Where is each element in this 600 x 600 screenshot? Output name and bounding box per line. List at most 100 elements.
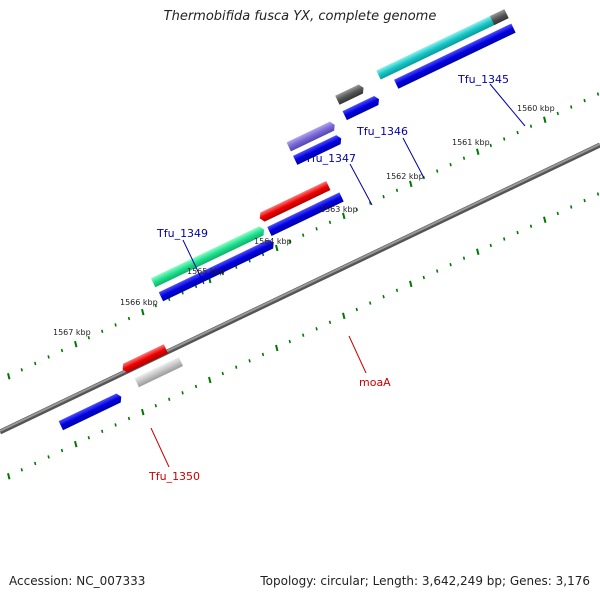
- forward-tick: [114, 323, 117, 327]
- gene-partial-gray: [489, 9, 509, 26]
- reverse-tick: [20, 468, 23, 472]
- forward-tick: [20, 368, 23, 372]
- forward-tick: [382, 194, 385, 199]
- cds-tfu-1347[interactable]: [293, 134, 343, 165]
- reverse-tick: [369, 301, 372, 305]
- reverse-tick: [114, 423, 117, 427]
- genome-backbone-highlight: [0, 143, 600, 432]
- ruler-label-1566: 1566 kbp: [120, 298, 158, 307]
- reverse-tick: [355, 307, 358, 312]
- cds-tfu-1350[interactable]: [134, 356, 184, 388]
- forward-tick: [275, 244, 279, 252]
- reverse-tick: [141, 408, 145, 416]
- reverse-tick: [529, 224, 533, 228]
- gene-tfu-1349[interactable]: [150, 225, 266, 288]
- forward-tick: [141, 308, 145, 316]
- cds-left[interactable]: [58, 392, 124, 431]
- forward-tick: [476, 148, 480, 156]
- gene-moaA[interactable]: [258, 181, 331, 223]
- reverse-tick: [395, 288, 399, 293]
- reverse-tick: [288, 339, 291, 344]
- reverse-tick: [168, 397, 171, 402]
- forward-tick: [74, 340, 78, 348]
- reverse-tick: [583, 198, 586, 203]
- reverse-tick: [101, 429, 104, 434]
- map-title: Thermobifida fusca YX, complete genome: [163, 9, 437, 24]
- forward-tick: [355, 207, 358, 212]
- label-moaA: moaA: [359, 376, 391, 389]
- label-tfu-1345: Tfu_1345: [457, 73, 509, 86]
- reverse-tick: [248, 359, 251, 363]
- forward-tick: [516, 130, 519, 135]
- forward-tick: [302, 233, 305, 237]
- forward-tick: [462, 156, 466, 160]
- reverse-tick-row: [7, 192, 600, 480]
- forward-tick: [60, 348, 64, 353]
- ruler-label-1563: 1563 kbp: [320, 205, 358, 214]
- reverse-tick: [275, 344, 279, 352]
- label-tfu-1349: Tfu_1349: [156, 227, 208, 240]
- forward-tick: [543, 116, 547, 124]
- cds-moaA[interactable]: [267, 192, 344, 237]
- label-tfu-1346: Tfu_1346: [356, 125, 408, 138]
- gene-tfu-1350[interactable]: [120, 344, 169, 374]
- label-leaders: [150, 83, 526, 468]
- forward-tick: [556, 111, 559, 116]
- reverse-tick: [342, 312, 346, 320]
- forward-tick: [529, 124, 533, 128]
- cds-tfu-1349[interactable]: [158, 238, 276, 302]
- ruler-label-1564: 1564 kbp: [254, 237, 292, 246]
- forward-tick: [154, 303, 157, 308]
- reverse-tick: [7, 472, 11, 480]
- reverse-tick: [34, 461, 37, 466]
- label-tfu-1350: Tfu_1350: [148, 470, 200, 483]
- ruler-label-1560: 1560 kbp: [517, 104, 555, 113]
- forward-tick: [583, 98, 586, 103]
- reverse-tick: [570, 205, 573, 209]
- forward-tick: [127, 316, 131, 321]
- reverse-tick: [235, 365, 238, 369]
- forward-tick: [7, 372, 11, 380]
- ruler-label-1561: 1561 kbp: [452, 138, 490, 147]
- reverse-tick: [261, 352, 265, 357]
- reverse-tick: [315, 327, 318, 331]
- reverse-tick: [436, 269, 439, 273]
- reverse-tick: [87, 435, 90, 440]
- ruler-label-1565: 1565 kbp: [187, 267, 225, 276]
- genome-summary-text: Topology: circular; Length: 3,642,249 bp…: [260, 574, 590, 588]
- reverse-tick: [181, 391, 184, 395]
- leader-tfu-1350: [150, 427, 170, 468]
- leader-tfu-1347: [349, 163, 373, 206]
- forward-tick: [101, 329, 104, 334]
- reverse-tick: [154, 403, 157, 408]
- forward-tick: [288, 239, 291, 244]
- reverse-tick: [422, 275, 425, 280]
- accession-text: Accession: NC_007333: [9, 574, 146, 588]
- cds-tfu-1345[interactable]: [394, 23, 516, 89]
- reverse-tick: [302, 333, 305, 337]
- cds-tfu-1346[interactable]: [342, 95, 382, 121]
- forward-tick: [449, 162, 452, 167]
- reverse-tick: [543, 216, 547, 224]
- forward-tick: [596, 92, 600, 96]
- gene-tfu-1347[interactable]: [286, 120, 337, 152]
- label-tfu-1347: Tfu_1347: [304, 152, 356, 165]
- reverse-tick: [476, 248, 480, 256]
- forward-tick: [87, 335, 90, 340]
- forward-tick: [409, 180, 413, 188]
- gene-tfu-1346[interactable]: [335, 83, 365, 105]
- reverse-tick: [489, 243, 492, 248]
- reverse-tick: [516, 230, 519, 235]
- leader-tfu-1349: [182, 239, 205, 285]
- reverse-tick: [221, 371, 224, 376]
- forward-tick: [47, 355, 50, 359]
- reverse-tick: [556, 211, 559, 216]
- leader-tfu-1345: [489, 83, 526, 127]
- forward-tick-row: [7, 92, 600, 380]
- gene-tfu-1345[interactable]: [376, 13, 499, 80]
- forward-tick: [503, 137, 506, 141]
- forward-tick: [315, 227, 318, 231]
- ruler-label-1567: 1567 kbp: [53, 328, 91, 337]
